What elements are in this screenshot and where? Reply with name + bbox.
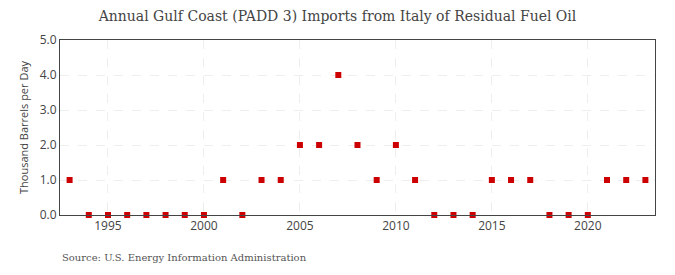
svg-text:2010: 2010 (382, 217, 410, 234)
svg-text:0.0: 0.0 (40, 206, 57, 223)
svg-text:2000: 2000 (190, 217, 218, 234)
svg-text:2005: 2005 (286, 217, 314, 234)
svg-text:Source: U.S. Energy Informatio: Source: U.S. Energy Information Administ… (62, 252, 307, 263)
svg-text:3.0: 3.0 (40, 101, 57, 118)
svg-text:1995: 1995 (94, 217, 122, 234)
svg-text:4.0: 4.0 (40, 66, 57, 83)
svg-text:5.0: 5.0 (40, 31, 57, 48)
svg-text:2015: 2015 (478, 217, 506, 234)
svg-text:1.0: 1.0 (40, 171, 57, 188)
svg-text:Annual Gulf Coast (PADD 3) Imp: Annual Gulf Coast (PADD 3) Imports from … (98, 8, 577, 24)
svg-text:Thousand Barrels per Day: Thousand Barrels per Day (16, 61, 31, 194)
svg-text:2.0: 2.0 (40, 136, 57, 153)
svg-text:2020: 2020 (574, 217, 602, 234)
